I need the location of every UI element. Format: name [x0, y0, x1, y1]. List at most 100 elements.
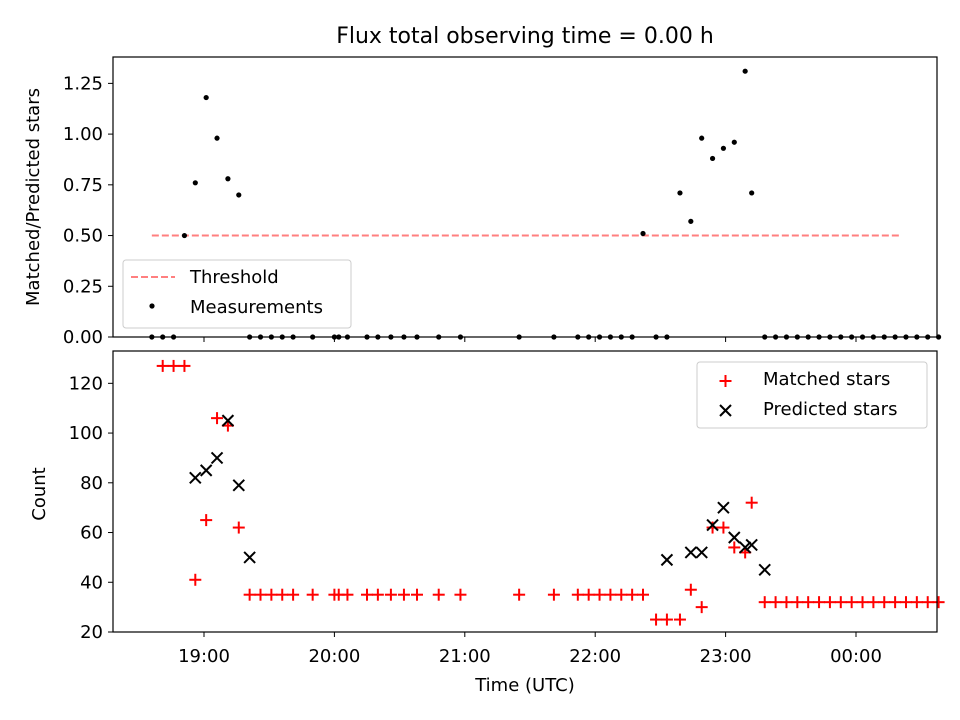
legend-predicted-marker — [719, 404, 732, 417]
matched-star-point — [717, 521, 730, 534]
predicted-star-point — [738, 541, 752, 554]
matched-star-point — [615, 588, 628, 601]
matched-star-point — [845, 596, 858, 609]
measurement-point — [181, 232, 188, 239]
matched-star-point — [593, 588, 606, 601]
legend-measurements-marker — [149, 303, 155, 309]
bottom-plot-frame — [112, 350, 938, 633]
legend-matched-marker — [719, 375, 732, 387]
measurement-point — [640, 230, 646, 237]
measurement-point — [720, 145, 727, 151]
top-panel: 0.00 0.25 0.50 0.75 1.00 1.25 Matched/Predict… — [23, 56, 942, 348]
predicted-star-stroke — [738, 541, 752, 554]
matched-star-point — [410, 588, 423, 601]
matched-star-point — [889, 596, 902, 609]
matched-star-point — [232, 521, 245, 534]
matched-star-point — [932, 596, 945, 609]
legend-predicted-label: Predicted stars — [763, 399, 897, 420]
matched-star-point — [341, 588, 354, 601]
matched-star-point — [454, 588, 467, 601]
bottom-y-tick-label: 100 — [69, 423, 103, 444]
measurement-point — [214, 135, 220, 141]
matched-star-point — [604, 588, 617, 601]
matched-star-point — [921, 596, 934, 609]
matched-star-point — [758, 596, 771, 609]
matched-star-point — [571, 588, 584, 601]
measurement-point — [236, 192, 242, 198]
top-y-tick-label: 1.00 — [63, 124, 103, 145]
matched-star-point — [695, 601, 708, 614]
bottom-legend: Matched stars Predicted stars — [696, 361, 928, 429]
predicted-star-point — [728, 531, 741, 544]
matched-star-point — [361, 588, 373, 601]
x-tick-label: 20:00 — [308, 646, 360, 667]
matched-star-point — [626, 588, 639, 601]
matched-star-point — [780, 596, 793, 609]
matched-star-point — [397, 588, 410, 601]
predicted-star-stroke — [189, 471, 202, 485]
matched-star-point — [287, 588, 300, 601]
matched-star-point — [384, 588, 397, 601]
matched-star-point — [673, 613, 686, 626]
predicted-star-point — [717, 501, 730, 514]
predicted-star-point — [243, 551, 256, 564]
matched-star-point — [802, 596, 815, 609]
predicted-star-stroke — [706, 518, 719, 532]
top-plot-frame — [112, 56, 938, 338]
x-tick-label: 22:00 — [569, 646, 621, 667]
matched-star-point — [189, 573, 202, 586]
measurement-point — [749, 190, 755, 196]
measurement-point — [225, 176, 231, 182]
predicted-star-point — [221, 414, 235, 427]
matched-star-point — [856, 596, 869, 609]
matched-star-point — [684, 583, 697, 596]
predicted-star-point — [189, 471, 202, 485]
measurement-point — [677, 190, 683, 196]
x-tick-label: 23:00 — [700, 646, 752, 667]
matched-star-point — [728, 541, 741, 554]
matched-star-point — [254, 588, 267, 601]
top-y-tick-label: 0.00 — [63, 327, 103, 348]
predicted-star-stroke — [210, 451, 224, 465]
bottom-y-tick-label: 20 — [80, 622, 103, 643]
predicted-star-point — [232, 479, 245, 492]
matched-star-point — [660, 613, 673, 626]
top-y-axis-label: Matched/Predicted stars — [23, 88, 44, 306]
matched-star-point — [156, 359, 169, 372]
chart-title: Flux total observing time = 0.00 h — [336, 24, 714, 49]
measurement-point — [731, 139, 737, 145]
measurement-point — [742, 68, 748, 74]
top-y-tick-label: 0.50 — [63, 226, 103, 247]
matched-star-point — [265, 588, 278, 601]
matched-star-point — [878, 596, 891, 609]
x-tick-label: 21:00 — [439, 646, 491, 667]
measurement-point — [688, 218, 694, 224]
matched-star-point — [547, 588, 560, 601]
matched-star-point — [243, 588, 256, 601]
matched-star-point — [745, 496, 758, 509]
matched-star-point — [432, 588, 445, 601]
predicted-star-point — [695, 546, 708, 559]
x-tick-label: 19:00 — [178, 646, 230, 667]
matched-star-point — [791, 596, 804, 609]
top-y-tick-label: 1.25 — [63, 73, 103, 94]
measurement-point — [192, 180, 198, 186]
legend-threshold-label: Threshold — [189, 267, 279, 288]
bottom-y-tick-label: 40 — [80, 572, 103, 593]
bottom-y-tick-label: 80 — [80, 473, 103, 494]
matched-star-point — [513, 588, 526, 601]
predicted-star-stroke — [745, 538, 758, 552]
predicted-star-stroke — [684, 546, 698, 559]
matched-star-point — [834, 596, 847, 609]
predicted-star-stroke — [695, 546, 708, 559]
bottom-y-tick-label: 120 — [69, 373, 103, 394]
predicted-star-point — [758, 563, 771, 577]
measurement-point — [699, 135, 705, 141]
predicted-star-stroke — [660, 553, 674, 567]
measurement-point — [709, 155, 716, 162]
matched-star-point — [910, 596, 923, 609]
predicted-star-point — [745, 538, 758, 552]
predicted-star-point — [706, 518, 719, 532]
matched-star-point — [637, 588, 650, 601]
bottom-y-axis-label: Count — [29, 467, 50, 520]
